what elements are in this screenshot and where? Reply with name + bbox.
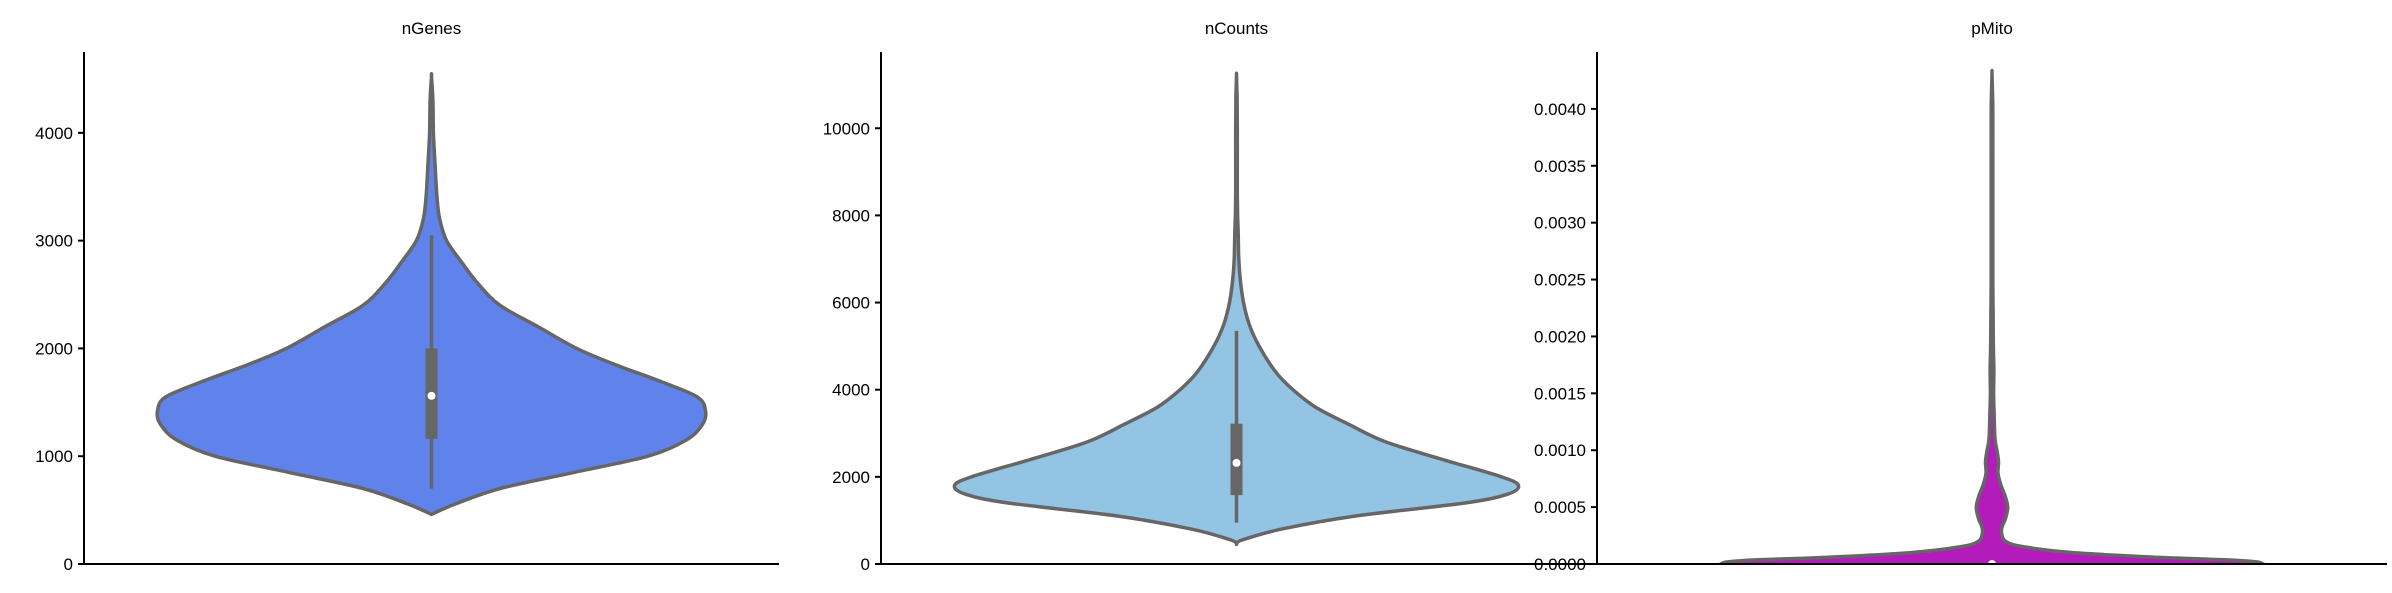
ncounts-y-tick-label: 4000	[832, 381, 870, 400]
ngenes-y-tick-label: 1000	[35, 447, 73, 466]
pmito-y-tick-label: 0.0000	[1534, 555, 1586, 574]
ngenes-median-point	[427, 391, 436, 400]
ncounts-y-tick-label: 2000	[832, 468, 870, 487]
pmito-y-tick-label: 0.0030	[1534, 214, 1586, 233]
ncounts-violin-panel: 0 2000 4000 6000 8000 10000 nCounts	[823, 19, 1592, 574]
pmito-y-tick-label: 0.0025	[1534, 271, 1586, 290]
ngenes-y-tick-label: 0	[64, 555, 73, 574]
ngenes-y-tick-label: 4000	[35, 124, 73, 143]
pmito-violin-body	[1712, 68, 2272, 564]
pmito-y-tick-label: 0.0035	[1534, 157, 1586, 176]
pmito-y-tick-label: 0.0015	[1534, 384, 1586, 403]
ngenes-y-tick-label: 2000	[35, 339, 73, 358]
ncounts-title: nCounts	[1205, 19, 1268, 38]
pmito-title: pMito	[1971, 19, 2013, 38]
ncounts-y-tick-label: 6000	[832, 294, 870, 313]
ncounts-y-tick-label: 8000	[832, 206, 870, 225]
pmito-y-tick-label: 0.0010	[1534, 441, 1586, 460]
ncounts-violin-body	[952, 71, 1521, 547]
ngenes-violin-panel: 0 1000 2000 3000 4000 nGenes	[35, 19, 779, 574]
ngenes-y-tick-label: 3000	[35, 232, 73, 251]
ngenes-title: nGenes	[402, 19, 462, 38]
pmito-y-tick-label: 0.0040	[1534, 100, 1586, 119]
ncounts-y-tick-label: 10000	[823, 119, 870, 138]
ncounts-median-point	[1232, 458, 1241, 467]
pmito-y-tick-label: 0.0020	[1534, 327, 1586, 346]
pmito-violin-panel: 0.0000 0.0005 0.0010 0.0015 0.0020 0.0025 0.00…	[1534, 19, 2387, 574]
ncounts-y-tick-label: 0	[861, 555, 870, 574]
pmito-y-tick-label: 0.0005	[1534, 498, 1586, 517]
